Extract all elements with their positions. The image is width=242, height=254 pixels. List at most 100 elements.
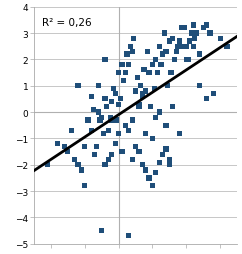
Point bbox=[157, 161, 161, 165]
Point bbox=[134, 145, 137, 149]
Point bbox=[140, 95, 144, 99]
Point bbox=[208, 32, 212, 36]
Point bbox=[198, 84, 202, 88]
Point bbox=[154, 58, 158, 62]
Point bbox=[189, 32, 193, 36]
Point bbox=[157, 110, 161, 115]
Point bbox=[144, 168, 148, 172]
Point bbox=[140, 163, 144, 167]
Point bbox=[113, 142, 117, 146]
Point bbox=[120, 63, 124, 67]
Point bbox=[101, 132, 105, 136]
Point bbox=[117, 132, 121, 136]
Point bbox=[120, 150, 124, 154]
Point bbox=[201, 27, 205, 31]
Point bbox=[157, 45, 161, 49]
Point bbox=[76, 84, 80, 88]
Point bbox=[110, 153, 114, 157]
Point bbox=[151, 184, 154, 188]
Point bbox=[127, 129, 131, 133]
Point bbox=[191, 24, 195, 28]
Point bbox=[103, 163, 107, 167]
Point bbox=[178, 132, 182, 136]
Point bbox=[198, 53, 202, 57]
Point bbox=[167, 158, 171, 162]
Point bbox=[159, 63, 163, 67]
Point bbox=[188, 40, 192, 44]
Point bbox=[132, 37, 136, 41]
Point bbox=[147, 176, 151, 180]
Point bbox=[169, 71, 173, 75]
Point bbox=[134, 90, 137, 94]
Point bbox=[122, 79, 126, 83]
Point bbox=[129, 45, 132, 49]
Point bbox=[142, 69, 146, 73]
Point bbox=[154, 171, 158, 175]
Point bbox=[154, 116, 158, 120]
Point bbox=[193, 37, 197, 41]
Point bbox=[191, 45, 195, 49]
Point bbox=[179, 27, 183, 31]
Point bbox=[100, 116, 104, 120]
Point bbox=[93, 153, 97, 157]
Point bbox=[186, 58, 190, 62]
Point bbox=[123, 124, 127, 128]
Point bbox=[149, 105, 153, 109]
Point bbox=[113, 92, 117, 96]
Point bbox=[123, 71, 127, 75]
Point bbox=[130, 118, 134, 122]
Point bbox=[164, 50, 168, 54]
Point bbox=[144, 90, 148, 94]
Point bbox=[118, 98, 122, 102]
Point bbox=[167, 163, 171, 167]
Point bbox=[183, 27, 187, 31]
Point bbox=[103, 98, 107, 102]
Point bbox=[76, 163, 80, 167]
Point bbox=[110, 118, 114, 122]
Point bbox=[152, 87, 156, 91]
Point bbox=[156, 71, 159, 75]
Point bbox=[137, 150, 141, 154]
Point bbox=[171, 105, 175, 109]
Point bbox=[140, 92, 144, 96]
Point bbox=[161, 153, 165, 157]
Point bbox=[127, 234, 131, 238]
Point bbox=[90, 129, 93, 133]
Point bbox=[83, 184, 87, 188]
Point bbox=[137, 105, 141, 109]
Point bbox=[123, 124, 127, 128]
Point bbox=[117, 103, 121, 107]
Point bbox=[95, 145, 98, 149]
Point bbox=[96, 110, 100, 115]
Point bbox=[106, 158, 110, 162]
Text: R² = 0,26: R² = 0,26 bbox=[42, 18, 92, 28]
Point bbox=[56, 142, 60, 146]
Point bbox=[130, 50, 134, 54]
Point bbox=[69, 129, 73, 133]
Point bbox=[66, 150, 70, 154]
Point bbox=[147, 71, 151, 75]
Point bbox=[108, 116, 112, 120]
Point bbox=[164, 147, 168, 151]
Point bbox=[135, 76, 139, 81]
Point bbox=[205, 98, 209, 102]
Point bbox=[151, 137, 154, 141]
Point bbox=[218, 37, 222, 41]
Point bbox=[174, 50, 178, 54]
Point bbox=[225, 45, 229, 49]
Point bbox=[115, 118, 119, 122]
Point bbox=[105, 105, 109, 109]
Point bbox=[86, 118, 90, 122]
Point bbox=[178, 40, 182, 44]
Point bbox=[151, 63, 154, 67]
Point bbox=[144, 132, 148, 136]
Point bbox=[166, 84, 170, 88]
Point bbox=[127, 63, 131, 67]
Point bbox=[106, 129, 110, 133]
Point bbox=[100, 229, 104, 233]
Point bbox=[98, 118, 102, 122]
Point bbox=[176, 45, 180, 49]
Point bbox=[110, 100, 114, 104]
Point bbox=[90, 95, 93, 99]
Point bbox=[205, 24, 209, 28]
